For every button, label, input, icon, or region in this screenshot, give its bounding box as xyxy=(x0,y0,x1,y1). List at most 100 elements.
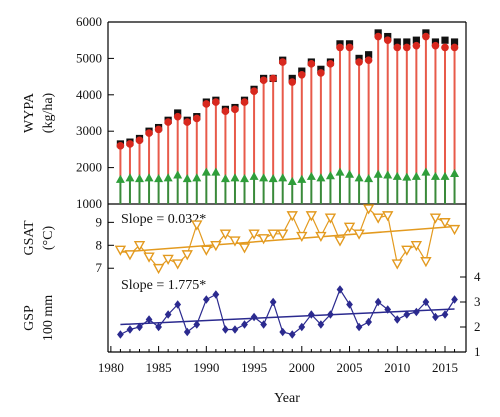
wypa-circle-point xyxy=(250,87,258,95)
gsat-point xyxy=(353,229,365,240)
gsp-point xyxy=(155,322,162,332)
gsat-y-tick-label: 7 xyxy=(96,260,103,275)
wypa-circle-point xyxy=(212,98,220,106)
wypa-y-tick-label: 5000 xyxy=(76,50,102,65)
wypa-triangle-point xyxy=(240,174,250,183)
wypa-circle-point xyxy=(403,43,411,52)
gsat-point xyxy=(124,250,136,261)
wypa-circle-point xyxy=(393,43,402,52)
gsp-point xyxy=(260,320,267,329)
gsp-point xyxy=(145,315,153,324)
gsat-point xyxy=(315,231,327,243)
gsat-point xyxy=(114,245,127,256)
x-tick-label: 1990 xyxy=(193,360,219,375)
gsp-point xyxy=(336,285,344,294)
x-axis-title: Year xyxy=(274,391,300,406)
wypa-circle-point xyxy=(173,112,182,121)
gsat-point xyxy=(420,257,432,268)
wypa-circle-point xyxy=(364,56,373,65)
wypa-circle-point xyxy=(431,41,440,50)
wypa-circle-point xyxy=(374,32,382,41)
wypa-square-point xyxy=(412,36,420,44)
gsat-point xyxy=(439,218,451,229)
wypa-square-point xyxy=(365,51,373,59)
gsat-point xyxy=(410,240,423,252)
gsp-point xyxy=(241,320,248,329)
wypa-triangle-point xyxy=(182,174,192,183)
gsp-point xyxy=(231,325,239,334)
wypa-triangle-point xyxy=(268,174,278,183)
gsp-point xyxy=(317,320,325,329)
gsp-point xyxy=(451,295,458,304)
wypa-triangle-point xyxy=(201,167,211,176)
wypa-ylabel-line2: (kg/ha) xyxy=(41,92,56,133)
gsp-y-tick-label: 2 xyxy=(474,319,481,334)
wypa-circle-point xyxy=(231,105,239,114)
panel-frames xyxy=(107,21,467,353)
gsp-point xyxy=(307,310,315,319)
wypa-circle-point xyxy=(221,107,230,115)
gsat-point xyxy=(296,231,308,243)
wypa-circle-point xyxy=(116,141,125,150)
gsat-point xyxy=(391,259,403,270)
wypa-circle-point xyxy=(326,60,335,68)
gsat-point xyxy=(162,254,174,266)
gsat-trend-line xyxy=(120,225,455,253)
wypa-circle-point xyxy=(126,140,134,148)
wypa-square-point xyxy=(403,38,411,46)
wypa-circle-point xyxy=(145,129,153,137)
wypa-circle-point xyxy=(297,70,306,79)
gsp-point xyxy=(117,330,124,339)
wypa-triangle-point xyxy=(125,173,135,182)
gsp-y-tick-label: 4 xyxy=(474,269,481,284)
gsp-point xyxy=(393,315,401,324)
gsat-point xyxy=(277,229,289,240)
x-tick-label: 2015 xyxy=(432,360,458,375)
gsat-point xyxy=(143,252,155,263)
gsat-point xyxy=(210,240,222,252)
gsat-point xyxy=(248,229,260,240)
gsat-point xyxy=(200,245,213,256)
gsat-point xyxy=(152,263,165,275)
wypa-square-point xyxy=(441,36,449,44)
gsp-point xyxy=(212,290,220,299)
gsat-point xyxy=(362,204,375,215)
gsat-ylabel-line1: GSAT xyxy=(22,220,37,255)
wypa-triangle-point xyxy=(211,167,221,176)
gsp-point xyxy=(279,327,287,337)
wypa-circle-point xyxy=(183,118,192,126)
wypa-triangle-point xyxy=(411,171,421,180)
gsat-point xyxy=(286,211,298,222)
wypa-circle-point xyxy=(135,136,144,145)
wypa-triangle-point xyxy=(392,171,402,180)
wypa-circle-point xyxy=(278,58,287,66)
wypa-circle-point xyxy=(336,43,344,52)
gsat-point xyxy=(133,240,146,252)
wypa-circle-point xyxy=(259,76,268,85)
gsp-point xyxy=(441,310,449,319)
gsp-y-tick-label: 3 xyxy=(474,294,481,309)
wypa-circle-point xyxy=(422,32,430,41)
gsat-y-tick-label: 8 xyxy=(96,237,103,252)
wypa-circle-point xyxy=(269,74,277,83)
wypa-triangle-point xyxy=(450,168,460,178)
wypa-triangle-point xyxy=(373,169,383,178)
gsp-ylabel-line2: 100 mm xyxy=(41,295,56,341)
gsp-y-tick-label: 1 xyxy=(474,344,481,359)
wypa-triangle-point xyxy=(249,171,259,180)
wypa-square-point xyxy=(393,38,401,46)
gsp-point xyxy=(288,330,296,339)
gsat-point xyxy=(429,213,442,224)
gsp-point xyxy=(365,317,372,327)
wypa-circle-point xyxy=(412,41,421,50)
wypa-circle-point xyxy=(441,43,449,52)
gsat-point xyxy=(219,229,232,240)
wypa-circle-point xyxy=(355,58,363,66)
wypa-y-tick-label: 4000 xyxy=(76,87,102,102)
wypa-triangle-point xyxy=(192,173,202,182)
gsp-point xyxy=(164,310,172,319)
gsat-point xyxy=(181,250,193,261)
gsp-point xyxy=(384,305,392,314)
wypa-triangle-point xyxy=(383,170,393,179)
gsp-point xyxy=(174,300,182,309)
